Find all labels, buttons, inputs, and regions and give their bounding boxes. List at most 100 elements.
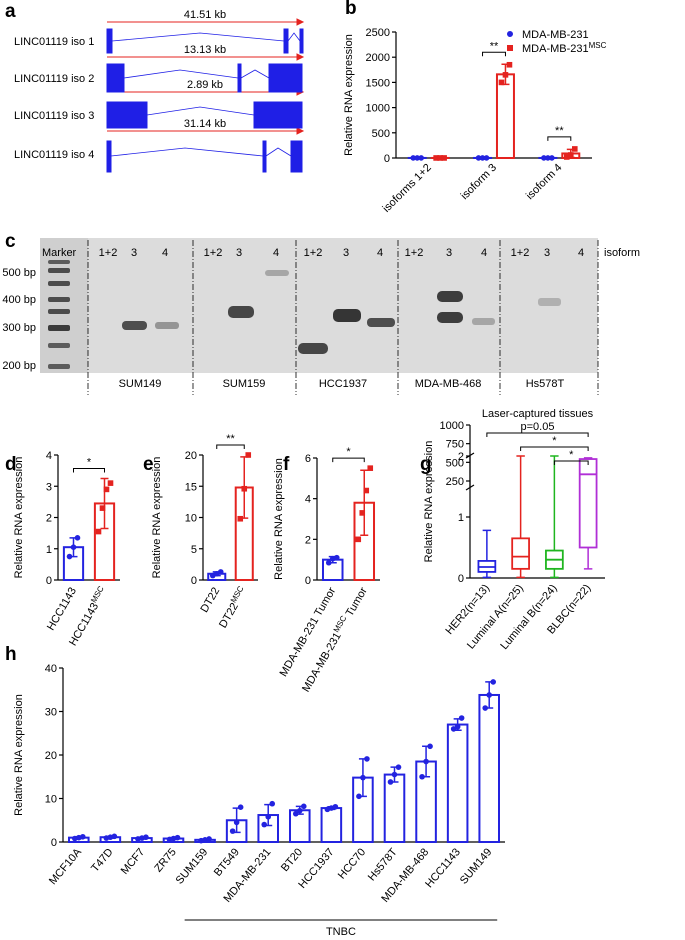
size-label: 300 bp: [2, 322, 36, 334]
data-point: [333, 554, 340, 561]
data-point: [502, 72, 509, 78]
significance-label: **: [490, 40, 499, 52]
y-tick-label: 10: [185, 513, 197, 525]
data-point: [355, 536, 362, 543]
data-point: [233, 819, 240, 826]
isoform-length: 31.14 kb: [184, 118, 226, 130]
cell-line: HCC1937: [319, 378, 367, 390]
data-point: [506, 61, 513, 68]
bar: [288, 809, 311, 843]
significance-bracket: [73, 467, 105, 473]
x-tick-label: MCF7: [119, 846, 147, 877]
cell-line: SUM159: [223, 378, 266, 390]
significance-label: *: [87, 456, 92, 468]
x-tick-label: BT20: [279, 846, 305, 874]
isoform-length: 13.13 kb: [184, 44, 226, 56]
y-tick-label: 1000: [366, 103, 390, 115]
data-point: [143, 834, 149, 841]
data-point: [296, 807, 303, 814]
x-tick-label: MCF10A: [47, 846, 85, 887]
legend-label-part: MDA-MB-231: [522, 43, 589, 55]
data-point: [419, 773, 425, 780]
group-label: TNBC: [326, 926, 356, 938]
length-arrows: [107, 18, 305, 135]
data-point: [325, 559, 332, 566]
exons: [106, 28, 304, 173]
y-tick-label: 500: [446, 457, 464, 469]
data-point: [103, 486, 110, 493]
legend-marker: [507, 31, 513, 37]
data-point: [70, 544, 77, 550]
data-point: [563, 154, 570, 160]
data-point: [391, 771, 398, 778]
y-tick-label: 4: [46, 450, 52, 462]
y-axis-label: Relative RNA expression: [151, 457, 163, 579]
x-tick-label: MDA-MB-231 Tumor: [278, 585, 339, 679]
y-axis-label: Relative RNA expression: [423, 441, 435, 563]
data-point: [475, 155, 482, 161]
panel-letter: c: [5, 231, 16, 252]
x-tick-label-part: DT22: [199, 586, 223, 615]
data-point: [217, 569, 224, 575]
x-tick-label-part: HCC1143: [67, 601, 101, 648]
isoform-name: LINC01119 iso 3: [14, 110, 94, 122]
y-tick-label: 2: [46, 513, 52, 525]
bar: [478, 693, 501, 843]
data-point: [479, 155, 486, 161]
data-point: [237, 515, 244, 522]
data-point: [437, 155, 443, 161]
data-point: [174, 834, 181, 841]
y-axis-label: Relative RNA expression: [13, 457, 25, 579]
legend-label: MDA-MB-231MSC: [522, 41, 607, 56]
significance-label: p=0.05: [521, 421, 555, 433]
error-bar: [360, 469, 369, 537]
size-label: 400 bp: [2, 294, 36, 306]
size-label: 200 bp: [2, 360, 36, 372]
significance-bracket: [547, 136, 572, 141]
data-point: [490, 679, 497, 685]
data-point: [567, 152, 574, 158]
y-tick-label: 1000: [440, 420, 464, 432]
data-point: [300, 803, 307, 810]
y-tick-label: 4: [305, 494, 311, 506]
x-tick-label-part: MSC: [89, 584, 106, 604]
y-tick-label: 15: [185, 481, 197, 493]
lane-label: 1+2: [511, 247, 530, 259]
y-tick-label: 2500: [366, 27, 390, 39]
x-tick-label-part: MDA-MB-231 Tumor: [278, 585, 339, 679]
x-tick-label-part: Tumor: [342, 585, 370, 621]
y-tick-label: 1500: [366, 77, 390, 89]
legend-label-part: MSC: [589, 41, 607, 50]
data-point: [359, 510, 366, 516]
y-tick-label: 500: [372, 128, 390, 140]
x-tick-label-part: MSC: [228, 584, 245, 604]
isoform-length: 41.51 kb: [184, 9, 226, 21]
significance-bracket: [486, 432, 589, 437]
data-point: [541, 155, 547, 161]
data-point: [571, 146, 578, 152]
x-tick-label: ZR75: [152, 846, 178, 874]
y-tick-label: 10: [45, 794, 57, 806]
lane-label: 1+2: [304, 247, 323, 259]
data-point: [265, 813, 272, 820]
lane-dividers: [87, 240, 599, 395]
lane-label: 4: [578, 247, 584, 259]
data-point: [99, 505, 106, 511]
panel-letter: g: [420, 454, 432, 475]
significance-label: **: [555, 125, 564, 137]
size-label: 500 bp: [2, 267, 36, 279]
y-tick-label: 6: [305, 453, 311, 465]
bar: [320, 807, 343, 844]
y-tick-label: 20: [45, 750, 57, 762]
data-point: [241, 485, 248, 492]
isoform-length: 2.89 kb: [187, 79, 223, 91]
y-tick-label: 0: [458, 573, 464, 585]
data-point: [423, 758, 429, 765]
lane-label: 1+2: [405, 247, 424, 259]
y-tick-label: 1: [46, 544, 52, 556]
lane-label: 3: [446, 247, 452, 259]
data-point: [418, 155, 425, 161]
data-point: [95, 528, 102, 535]
data-point: [245, 452, 252, 458]
bar: [495, 73, 515, 159]
